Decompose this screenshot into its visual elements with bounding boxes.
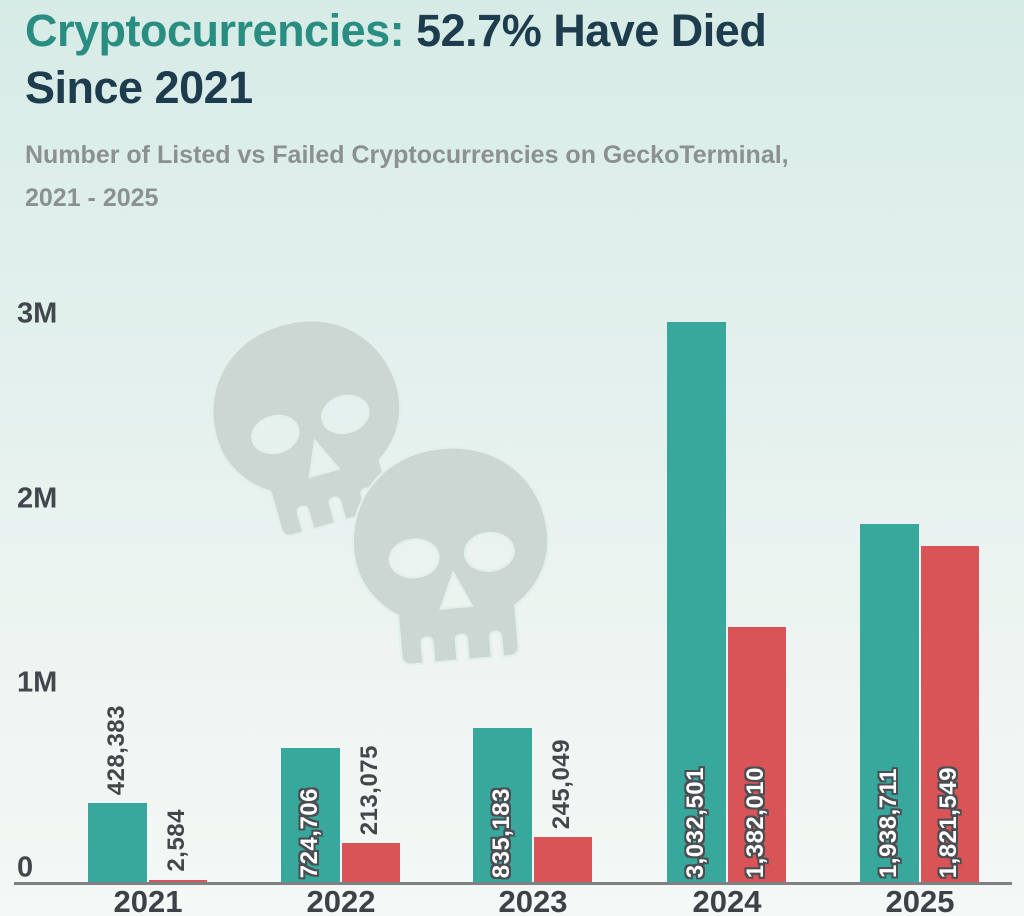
title-line2: Since 2021 [25,62,253,113]
x-axis-label-2025: 2025 [885,884,955,916]
bar-listed-2023 [473,728,532,882]
bar-value-label-failed-2022: 213,075 [356,744,383,835]
bar-failed-2023 [534,837,592,882]
x-axis-line [14,882,1012,885]
y-axis-tick-0: 0 [17,851,34,884]
bar-value-label-failed-2025: 1,821,549 [935,766,962,878]
bar-value-label-failed-2023: 245,049 [548,738,575,829]
bar-listed-2025 [860,524,919,882]
title-rest: 52.7% Have Died [404,5,767,56]
bar-failed-2021 [149,880,207,882]
bar-value-label-listed-2025: 1,938,711 [874,768,902,878]
chart-subtitle-line2: 2021 - 2025 [25,184,159,212]
bar-value-label-listed-2023: 835,183 [487,787,515,878]
page-title: Cryptocurrencies: 52.7% Have Died Since 2… [25,2,1015,116]
bar-failed-2025 [921,546,979,882]
x-axis-label-2024: 2024 [692,884,762,916]
x-axis-label-2021: 2021 [113,884,183,916]
chart-subtitle-line1: Number of Listed vs Failed Cryptocurrenc… [25,141,789,169]
bar-value-label-listed-2024: 3,032,501 [681,766,709,878]
x-axis-label-2023: 2023 [498,884,568,916]
title-highlight: Cryptocurrencies: [25,5,405,56]
bar-value-label-failed-2024: 1,382,010 [742,766,769,878]
bar-value-label-failed-2021: 2,584 [163,809,190,872]
chart-subtitle: Number of Listed vs Failed Cryptocurrenc… [25,134,789,220]
y-axis-tick-2M: 2M [17,482,58,515]
bar-listed-2024 [667,322,726,882]
x-axis-label-2022: 2022 [306,884,376,916]
bar-listed-2021 [88,803,147,882]
bar-failed-2024 [728,627,786,882]
y-axis-tick-1M: 1M [17,666,58,699]
y-axis-tick-3M: 3M [17,297,58,330]
bar-value-label-listed-2021: 428,383 [102,704,130,795]
bar-value-label-listed-2022: 724,706 [295,787,323,878]
bar-listed-2022 [281,748,340,882]
bar-failed-2022 [342,843,400,882]
